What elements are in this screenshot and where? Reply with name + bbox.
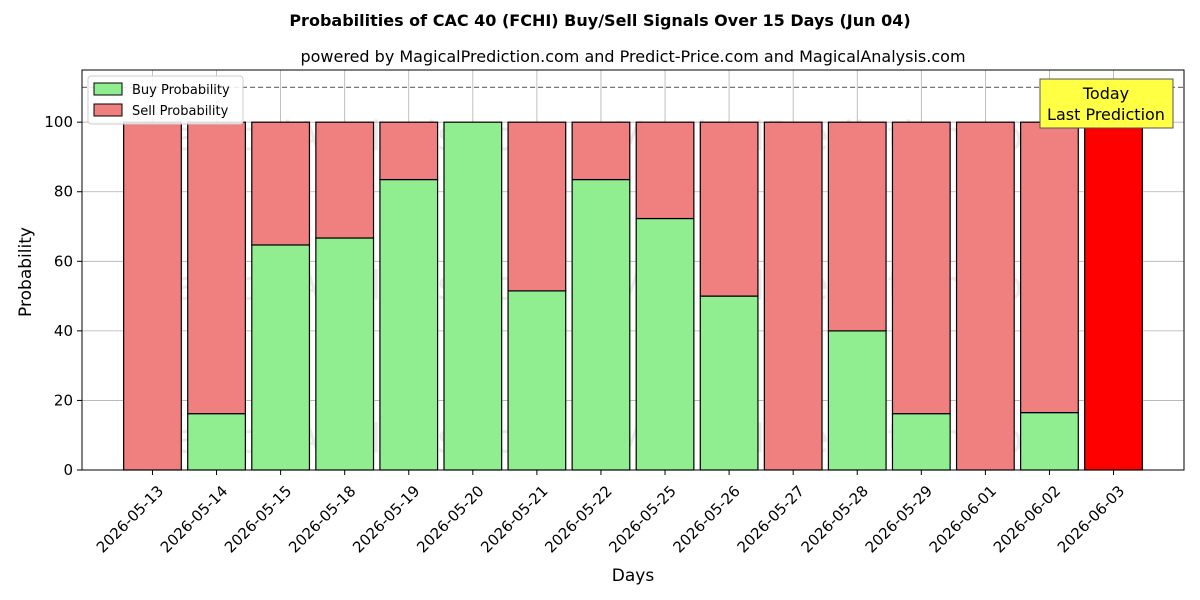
bar-buy (699, 295, 759, 471)
x-tick-label: 2026-05-15 (221, 482, 295, 556)
bar-buy (891, 413, 951, 471)
x-tick-label: 2026-05-20 (413, 482, 487, 556)
y-tick-label: 80 (54, 183, 73, 201)
bar-buy (379, 178, 439, 471)
legend-swatch (93, 82, 123, 96)
bar-sell (571, 121, 631, 181)
bar-sell (123, 121, 182, 471)
legend-label: Sell Probability (132, 104, 229, 119)
x-tick-label: 2026-05-21 (477, 482, 551, 556)
callout-line-2: Last Prediction (1047, 105, 1165, 124)
x-axis-label: Days (612, 566, 655, 586)
x-tick-label: 2026-05-29 (862, 482, 936, 556)
legend-box (87, 75, 244, 125)
callout-line-1: Today (1082, 84, 1129, 103)
bar-sell (315, 121, 375, 239)
bar-sell (379, 121, 439, 181)
x-tick-label: 2026-06-01 (926, 482, 1000, 556)
bar-sell (827, 121, 887, 332)
callout-box (1039, 78, 1174, 129)
bar-buy (315, 237, 375, 471)
callout: Today Last Prediction (1039, 78, 1174, 129)
bar-sell-highlight (1084, 121, 1143, 471)
bar-sell (699, 121, 759, 297)
legend: Buy Probability Sell Probability (87, 75, 244, 125)
bar-sell (251, 121, 311, 246)
bar-buy (635, 217, 695, 471)
bar-buy (251, 244, 311, 471)
x-tick-label: 2026-05-19 (349, 482, 423, 556)
x-tick-label: 2026-05-28 (798, 482, 872, 556)
bar-buy (571, 178, 631, 471)
x-tick-label: 2026-06-03 (1054, 482, 1128, 556)
legend-swatch (93, 103, 123, 117)
chart-subtitle: powered by MagicalPrediction.com and Pre… (300, 47, 965, 66)
bar-buy (1020, 412, 1079, 471)
x-tick-label: 2026-05-27 (734, 482, 808, 556)
bar-buy (507, 290, 567, 471)
bar-buy (827, 330, 887, 471)
bar-sell (955, 121, 1015, 471)
x-tick-label: 2026-05-26 (669, 482, 743, 556)
y-tick-label: 40 (54, 322, 73, 340)
chart-title: Probabilities of CAC 40 (FCHI) Buy/Sell … (289, 11, 910, 30)
bar-sell (891, 121, 951, 415)
y-tick-label: 20 (54, 391, 73, 409)
x-tick-label: 2026-05-14 (157, 482, 231, 556)
x-tick-label: 2026-05-22 (541, 482, 615, 556)
plot-frame (81, 69, 1185, 471)
y-tick-label: 60 (54, 252, 73, 270)
bar-sell (1020, 121, 1079, 414)
x-tick-label: 2026-05-25 (605, 482, 679, 556)
y-axis-label: Probability (16, 227, 36, 317)
x-tick-label: 2026-05-13 (93, 482, 167, 556)
bar-buy (187, 413, 246, 471)
axes (81, 69, 1185, 471)
bar-sell (187, 121, 246, 415)
bar-buy (443, 121, 503, 471)
bars (123, 121, 1143, 471)
bar-sell (507, 121, 567, 292)
x-tick-label: 2026-05-18 (285, 482, 359, 556)
bar-sell (635, 121, 695, 220)
y-tick-label: 0 (63, 461, 73, 479)
bar-sell (763, 121, 823, 471)
legend-label: Buy Probability (132, 83, 230, 98)
y-tick-label: 100 (44, 113, 73, 131)
x-tick-label: 2026-06-02 (990, 482, 1064, 556)
